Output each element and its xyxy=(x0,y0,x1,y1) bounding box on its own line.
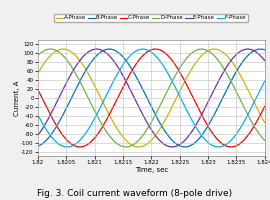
D-Phase xyxy=(36,54,39,57)
A-Phase xyxy=(212,48,216,50)
B-Phase xyxy=(77,82,81,84)
X-axis label: Time, sec: Time, sec xyxy=(134,167,168,173)
E-Phase xyxy=(223,69,226,72)
D-Phase xyxy=(263,139,266,142)
E-Phase xyxy=(263,59,266,62)
C-Phase xyxy=(78,146,82,148)
C-Phase xyxy=(263,105,266,108)
A-Phase xyxy=(77,58,81,61)
C-Phase xyxy=(123,83,126,85)
C-Phase xyxy=(205,124,209,126)
A-Phase xyxy=(36,72,39,75)
F-Phase xyxy=(36,114,39,116)
B-Phase xyxy=(263,49,266,51)
Y-axis label: Current, A: Current, A xyxy=(14,80,20,116)
Line: B-Phase: B-Phase xyxy=(38,49,265,147)
Line: D-Phase: D-Phase xyxy=(38,49,265,147)
Line: C-Phase: C-Phase xyxy=(38,49,265,147)
Line: A-Phase: A-Phase xyxy=(38,49,265,147)
Line: E-Phase: E-Phase xyxy=(38,49,265,147)
F-Phase xyxy=(123,61,126,64)
Line: F-Phase: F-Phase xyxy=(38,49,265,147)
A-Phase xyxy=(205,50,209,52)
C-Phase xyxy=(154,48,157,50)
F-Phase xyxy=(223,144,226,147)
B-Phase xyxy=(223,93,226,96)
C-Phase xyxy=(77,146,81,148)
E-Phase xyxy=(123,77,126,80)
D-Phase xyxy=(172,77,176,79)
A-Phase xyxy=(184,79,187,81)
E-Phase xyxy=(36,134,39,137)
C-Phase xyxy=(36,88,39,91)
F-Phase xyxy=(77,140,81,142)
B-Phase xyxy=(183,146,186,148)
C-Phase xyxy=(223,144,226,146)
D-Phase xyxy=(223,68,226,71)
D-Phase xyxy=(123,146,126,148)
A-Phase xyxy=(123,138,126,140)
B-Phase xyxy=(123,57,126,60)
F-Phase xyxy=(205,140,209,143)
E-Phase xyxy=(184,139,187,141)
D-Phase xyxy=(124,146,128,148)
C-Phase xyxy=(184,81,187,84)
Legend: A-Phase, B-Phase, C-Phase, D-Phase, E-Phase, F-Phase: A-Phase, B-Phase, C-Phase, D-Phase, E-Ph… xyxy=(54,14,248,22)
A-Phase xyxy=(223,52,226,55)
E-Phase xyxy=(172,146,176,148)
E-Phase xyxy=(171,146,174,148)
B-Phase xyxy=(205,126,209,129)
F-Phase xyxy=(172,83,176,86)
D-Phase xyxy=(77,79,81,81)
F-Phase xyxy=(184,106,187,109)
B-Phase xyxy=(184,146,187,148)
F-Phase xyxy=(141,48,144,50)
B-Phase xyxy=(107,48,111,50)
A-Phase xyxy=(172,102,176,104)
Text: Fig. 3. Coil current waveform (8-pole drive): Fig. 3. Coil current waveform (8-pole dr… xyxy=(38,189,232,198)
A-Phase xyxy=(137,146,140,148)
F-Phase xyxy=(66,146,69,148)
E-Phase xyxy=(205,103,209,105)
D-Phase xyxy=(205,49,209,52)
C-Phase xyxy=(172,62,176,64)
B-Phase xyxy=(36,145,39,147)
F-Phase xyxy=(263,80,266,82)
E-Phase xyxy=(77,60,81,63)
D-Phase xyxy=(49,48,52,50)
A-Phase xyxy=(263,121,266,124)
E-Phase xyxy=(95,48,98,50)
D-Phase xyxy=(184,59,187,61)
B-Phase xyxy=(172,141,176,143)
